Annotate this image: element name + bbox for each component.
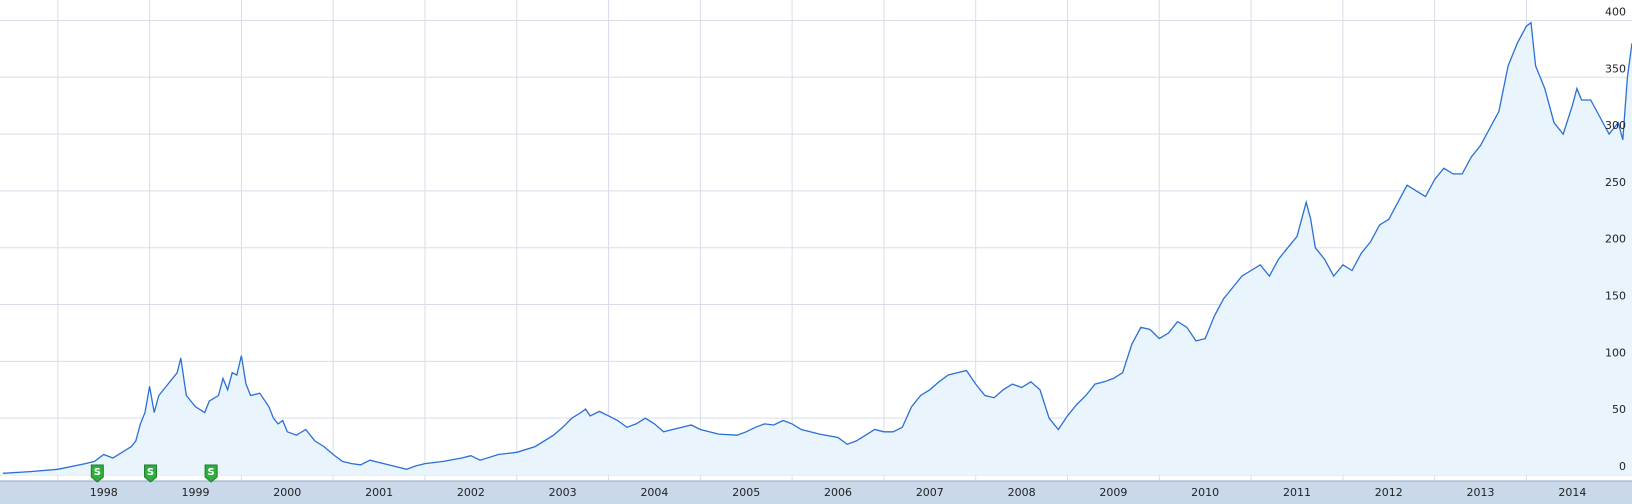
x-tick-label: 2006 — [824, 486, 852, 499]
x-tick-label: 2005 — [732, 486, 760, 499]
split-marker: S — [204, 464, 218, 483]
split-label: S — [94, 467, 101, 478]
split-label: S — [147, 467, 154, 478]
x-tick-label: 2000 — [273, 486, 301, 499]
y-tick-label: 400 — [1605, 5, 1626, 18]
x-tick-label: 2002 — [457, 486, 485, 499]
y-tick-label: 300 — [1605, 119, 1626, 132]
x-tick-label: 2014 — [1558, 486, 1586, 499]
x-tick-label: 2013 — [1467, 486, 1495, 499]
x-tick-label: 2008 — [1008, 486, 1036, 499]
split-marker: S — [90, 464, 104, 483]
y-tick-label: 100 — [1605, 346, 1626, 359]
x-tick-label: 2003 — [549, 486, 577, 499]
split-flag — [90, 464, 104, 483]
x-tick-label: 2007 — [916, 486, 944, 499]
area — [2, 22, 1632, 475]
split-marker: S — [144, 464, 158, 483]
x-tick-label: 2010 — [1191, 486, 1219, 499]
y-tick-label: 150 — [1605, 290, 1626, 303]
y-tick-label: 0 — [1619, 460, 1626, 473]
split-flag — [144, 464, 158, 483]
y-tick-label: 350 — [1605, 62, 1626, 75]
x-tick-label: 2009 — [1099, 486, 1127, 499]
x-tick-label: 1999 — [182, 486, 210, 499]
x-tick-label: 2004 — [640, 486, 668, 499]
split-flag — [204, 464, 218, 483]
split-label: S — [208, 467, 215, 478]
x-tick-label: 2011 — [1283, 486, 1311, 499]
y-tick-label: 50 — [1612, 403, 1626, 416]
x-tick-label: 2001 — [365, 486, 393, 499]
x-tick-label: 2012 — [1375, 486, 1403, 499]
price-line — [2, 21, 1632, 474]
y-tick-label: 200 — [1605, 233, 1626, 246]
x-tick-label: 1998 — [90, 486, 118, 499]
x-axis-band — [0, 481, 1632, 504]
y-tick-label: 250 — [1605, 176, 1626, 189]
